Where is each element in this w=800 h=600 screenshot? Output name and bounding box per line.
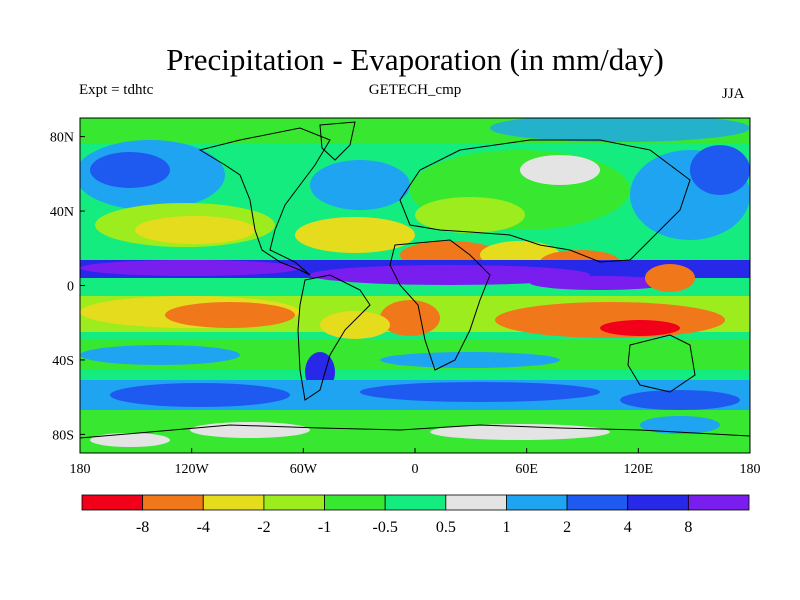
colorbar-label: 8 bbox=[684, 519, 692, 536]
lat-tick-label: 0 bbox=[67, 280, 74, 295]
colorbar-label: -8 bbox=[136, 519, 149, 536]
colorbar-swatch bbox=[81, 494, 144, 511]
lat-tick-label: 40N bbox=[50, 205, 74, 220]
colorbar-label: -1 bbox=[318, 519, 331, 536]
longitude-axis: 180 120W 60W 0 60E 120E 180 bbox=[70, 448, 761, 477]
colorbar-swatch bbox=[687, 494, 750, 511]
lon-tick-label: 60W bbox=[290, 462, 318, 477]
season-label: JJA bbox=[722, 86, 745, 102]
precip-evap-field bbox=[80, 118, 750, 453]
colorbar-label: 0.5 bbox=[436, 519, 456, 536]
lon-tick-label: 180 bbox=[740, 462, 761, 477]
colorbar-label: -2 bbox=[257, 519, 270, 536]
colorbar-label: -4 bbox=[197, 519, 210, 536]
run-name-label: GETECH_cmp bbox=[368, 82, 462, 98]
colorbar-label: 1 bbox=[502, 519, 510, 536]
experiment-label: Expt = tdhtc bbox=[79, 82, 154, 98]
lat-tick-label: 80S bbox=[52, 428, 74, 443]
colorbar-swatch bbox=[263, 494, 325, 511]
lon-tick-label: 120W bbox=[175, 462, 210, 477]
lat-tick-label: 80N bbox=[50, 131, 74, 146]
latitude-axis: 80N 40N 0 40S 80S bbox=[50, 131, 85, 443]
colorbar-swatch bbox=[627, 494, 689, 511]
colorbar-swatch bbox=[324, 494, 386, 511]
lon-tick-label: 60E bbox=[515, 462, 538, 477]
colorbar-swatch bbox=[142, 494, 204, 511]
colorbar-label: 2 bbox=[563, 519, 571, 536]
colorbar-swatch bbox=[566, 494, 629, 511]
colorbar: -8 -4 -2 -1 -0.5 0.5 1 2 4 8 bbox=[81, 494, 750, 536]
colorbar-label: 4 bbox=[624, 519, 632, 536]
lon-tick-label: 0 bbox=[412, 462, 419, 477]
colorbar-swatch bbox=[506, 494, 568, 511]
lon-tick-label: 180 bbox=[70, 462, 91, 477]
colorbar-swatch bbox=[384, 494, 447, 511]
coastlines bbox=[80, 121, 750, 439]
lon-tick-label: 120E bbox=[624, 462, 654, 477]
plot-title: Precipitation - Evaporation (in mm/day) bbox=[166, 42, 664, 77]
colorbar-swatch bbox=[202, 494, 265, 511]
lat-tick-label: 40S bbox=[52, 354, 74, 369]
colorbar-label: -0.5 bbox=[373, 519, 398, 536]
colorbar-swatch bbox=[445, 494, 507, 511]
